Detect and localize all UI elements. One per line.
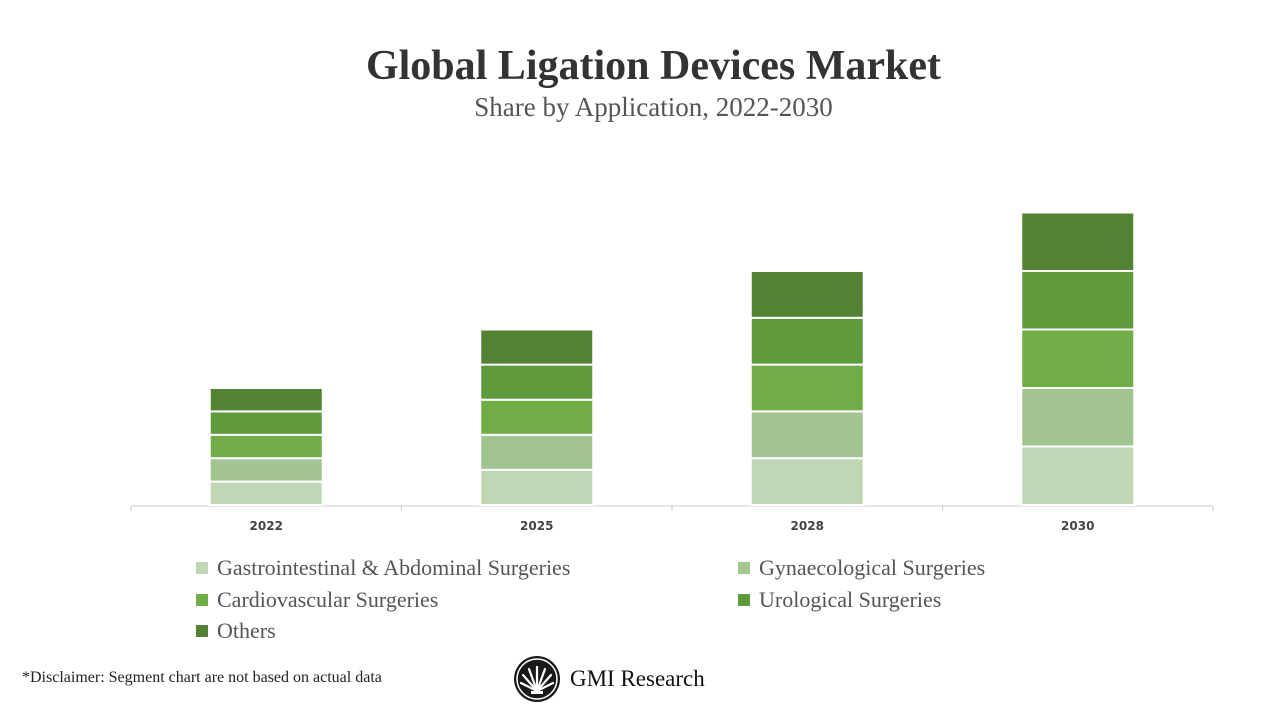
bar-segment-2030-4	[1020, 211, 1136, 272]
legend-label: Cardiovascular Surgeries	[217, 587, 439, 612]
bar-segment-2022-1	[208, 457, 324, 483]
bar-segment-2025-1	[479, 433, 595, 471]
bar-segment-2030-2	[1020, 328, 1136, 389]
legend-swatch	[738, 562, 750, 574]
chart-subtitle: Share by Application, 2022-2030	[474, 92, 833, 122]
bar-segment-2025-0	[479, 468, 595, 506]
bar-segment-2028-1	[749, 410, 865, 460]
legend-item: Cardiovascular Surgeries	[196, 587, 438, 613]
bar-segment-2025-3	[479, 363, 595, 401]
legend-label: Gastrointestinal & Abdominal Surgeries	[217, 555, 571, 580]
legend-swatch	[738, 594, 750, 606]
bar-segment-2028-0	[749, 457, 865, 507]
legend-label: Gynaecological Surgeries	[759, 555, 986, 580]
brand-name: GMI Research	[570, 666, 705, 691]
legend-swatch	[196, 625, 208, 637]
brand-logo: GMI Research	[513, 655, 705, 703]
bar-segment-2030-1	[1020, 387, 1136, 448]
disclaimer: *Disclaimer: Segment chart are not based…	[22, 669, 382, 686]
bar-segment-2022-4	[208, 387, 324, 413]
bar-segment-2022-2	[208, 433, 324, 460]
bar-segment-2022-0	[208, 480, 324, 507]
legend-swatch	[196, 562, 208, 574]
x-tick-label: 2022	[250, 519, 283, 533]
chart-title: Global Ligation Devices Market	[365, 43, 942, 89]
legend-item: Others	[196, 618, 276, 644]
x-tick-label: 2025	[520, 519, 553, 533]
x-tick-label: 2028	[791, 519, 824, 533]
bar-segment-2030-3	[1020, 270, 1136, 331]
bar-segment-2028-2	[749, 363, 865, 413]
bar-segment-2028-3	[749, 316, 865, 366]
bar-segment-2025-4	[479, 328, 595, 366]
legend-label: Urological Surgeries	[759, 587, 942, 612]
legend-label: Others	[217, 618, 276, 643]
legend-swatch	[196, 594, 208, 606]
x-tick-label: 2030	[1061, 519, 1094, 533]
gmi-logo-icon	[514, 656, 560, 702]
bar-segment-2022-3	[208, 410, 324, 436]
legend-item: Urological Surgeries	[738, 587, 941, 613]
bar-segment-2030-0	[1020, 445, 1136, 506]
legend-item: Gynaecological Surgeries	[738, 555, 985, 581]
bar-segment-2028-4	[749, 270, 865, 319]
bar-segment-2025-2	[479, 398, 595, 436]
legend-item: Gastrointestinal & Abdominal Surgeries	[196, 555, 570, 581]
